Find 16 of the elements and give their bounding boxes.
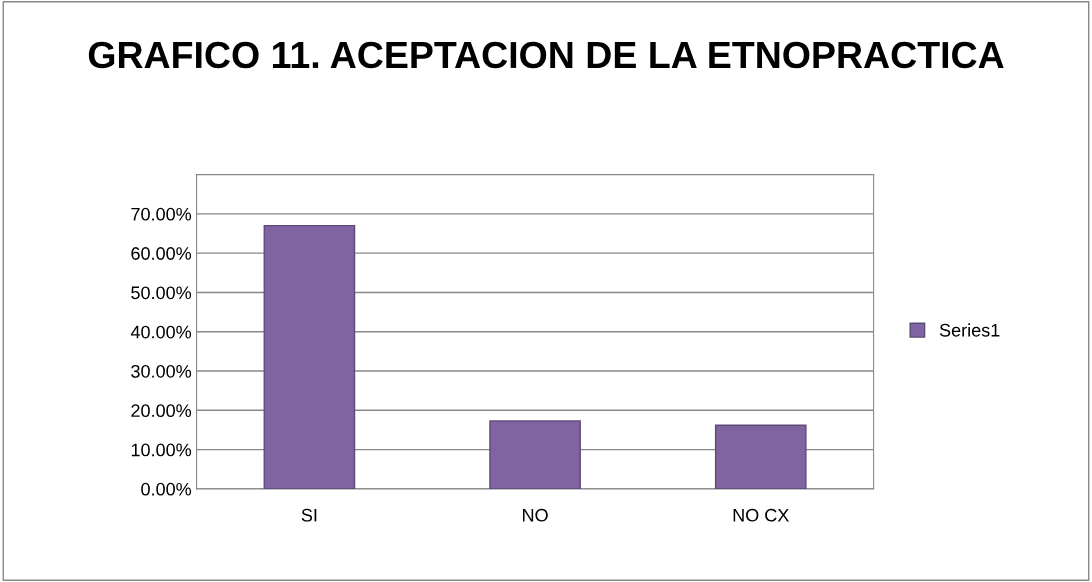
y-tick-label: 30.00%: [131, 364, 192, 378]
bar: [263, 224, 356, 489]
x-tick-label: NO: [523, 508, 548, 522]
chart-title: GRAFICO 11. ACEPTACION DE LA ETNOPRACTICA: [88, 41, 1004, 69]
bar: [489, 420, 581, 489]
y-tick-label: 50.00%: [131, 286, 192, 300]
y-tick-label: 10.00%: [131, 443, 192, 457]
x-tick-label: SI: [301, 508, 317, 522]
bar: [714, 424, 807, 489]
y-tick-label: 70.00%: [131, 207, 192, 221]
y-tick-label: 40.00%: [130, 325, 192, 339]
y-tick-label: 0.00%: [141, 482, 192, 496]
x-tick-label: NO CX: [733, 508, 789, 522]
y-tick-label: 20.00%: [131, 404, 192, 418]
y-tick-label: 60.00%: [131, 247, 192, 260]
legend-label: Series1: [939, 323, 1000, 337]
